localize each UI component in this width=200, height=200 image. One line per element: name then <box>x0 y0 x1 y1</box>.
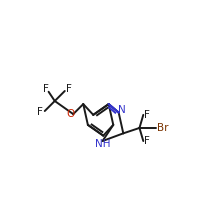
Text: Br: Br <box>157 123 168 133</box>
Text: F: F <box>66 84 72 94</box>
Text: NH: NH <box>95 139 110 149</box>
Text: F: F <box>37 107 43 117</box>
Text: O: O <box>66 109 74 119</box>
Text: F: F <box>144 110 150 120</box>
Text: F: F <box>144 136 150 146</box>
Text: N: N <box>118 105 126 115</box>
Text: F: F <box>43 84 48 94</box>
